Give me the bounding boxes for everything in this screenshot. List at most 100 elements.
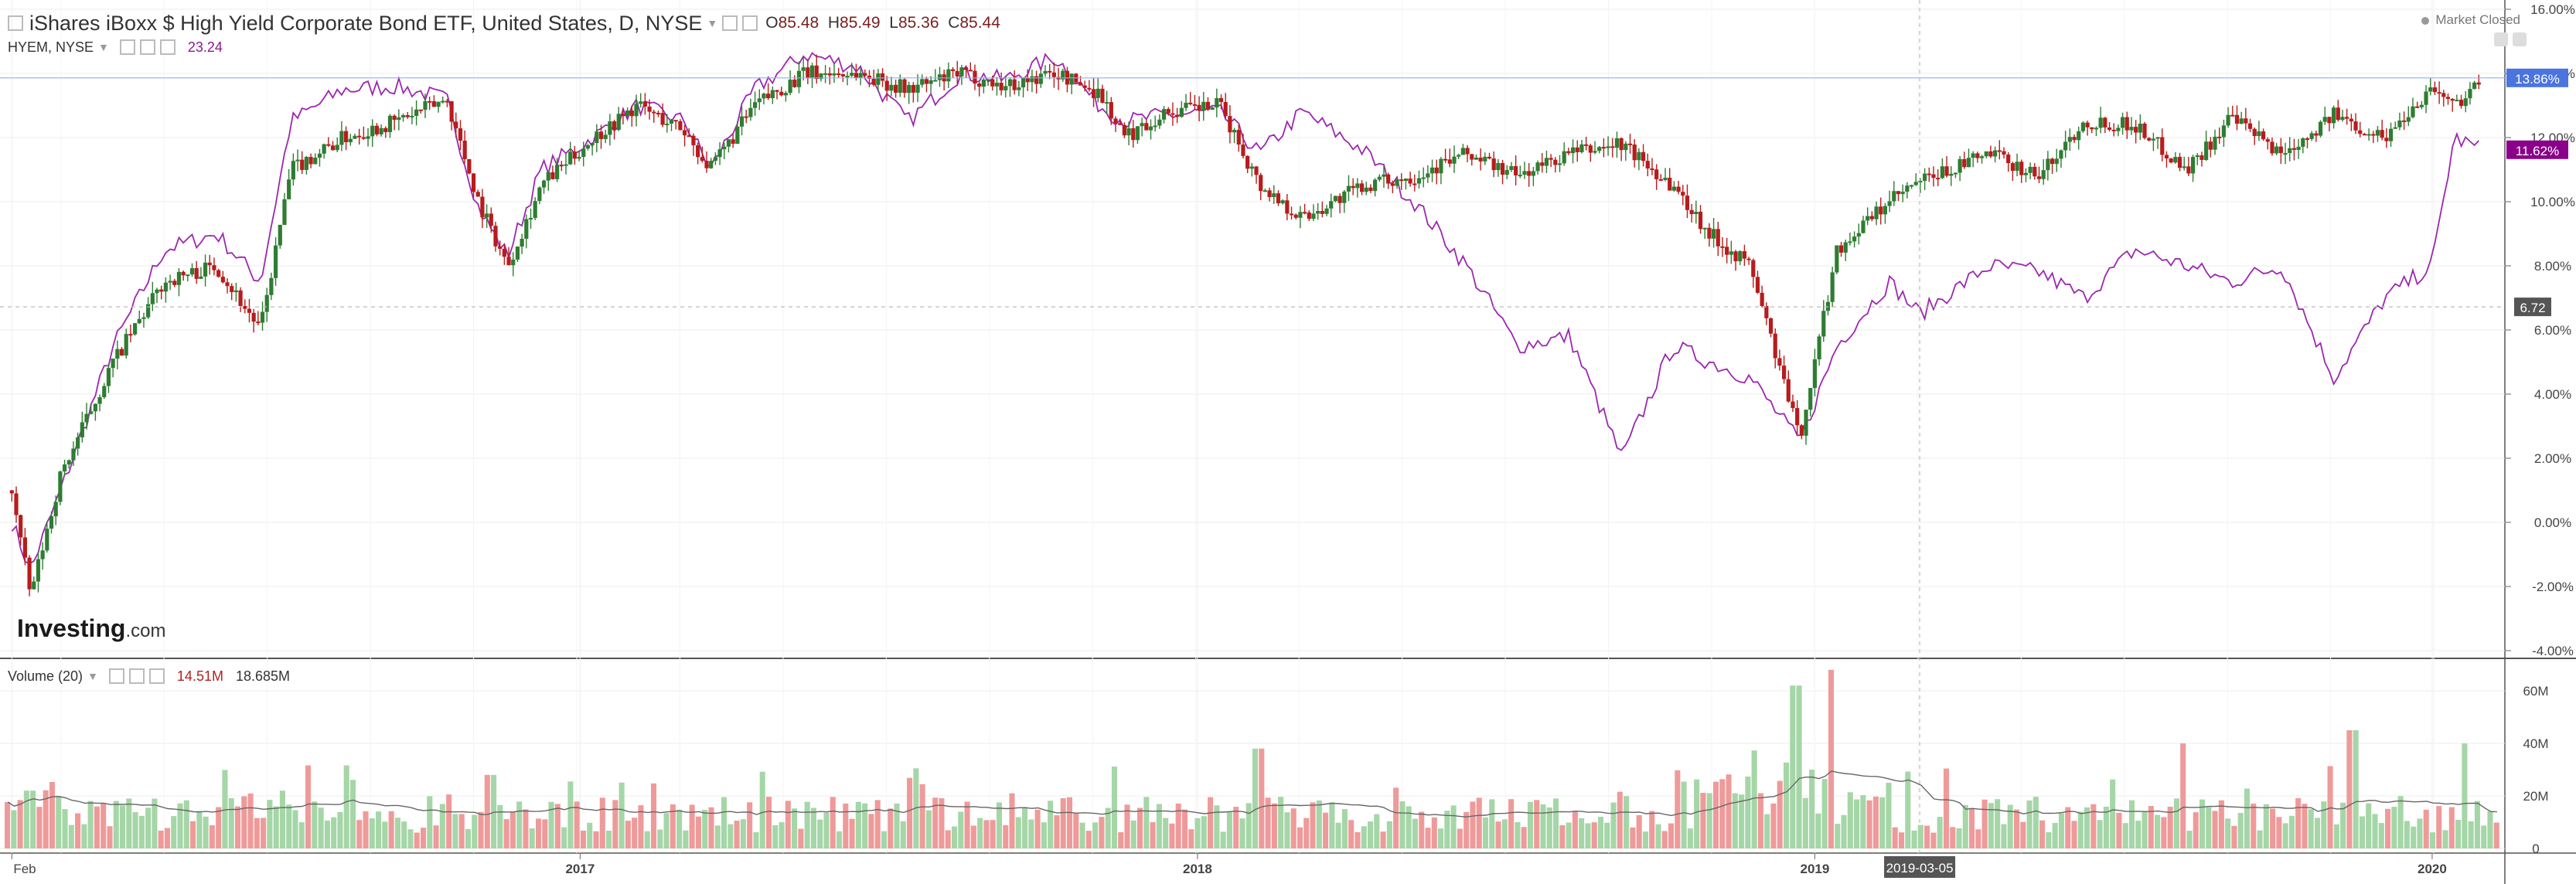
chevron-down-icon[interactable]: ▼ (707, 17, 718, 29)
candle-up (203, 262, 208, 277)
price-tick-label: 2.00% (2534, 451, 2571, 466)
candle-up (2182, 166, 2186, 168)
candle-up (546, 172, 550, 181)
candle-down (2244, 118, 2248, 124)
candle-up (616, 114, 621, 131)
settings-icon[interactable] (128, 668, 145, 684)
candle-down (2111, 129, 2116, 131)
volume-bar-down (765, 797, 772, 848)
symbol-header: iShares iBoxx $ High Yield Corporate Bon… (8, 8, 1000, 39)
candle-up (2296, 146, 2301, 151)
chevron-down-icon[interactable]: ▼ (87, 670, 98, 682)
volume-bar-up (772, 824, 779, 848)
candle-up (1298, 212, 1303, 218)
candle-up (89, 411, 94, 414)
volume-bar-down (798, 828, 804, 848)
eye-icon[interactable] (119, 39, 135, 55)
candle-down (880, 73, 885, 81)
candle-up (45, 529, 49, 551)
close-icon[interactable] (159, 39, 175, 55)
candle-down (1549, 158, 1553, 160)
eye-icon[interactable] (722, 15, 738, 31)
candle-down (1540, 162, 1545, 166)
candle-up (80, 422, 84, 437)
candle-down (572, 151, 577, 159)
settings-icon[interactable] (742, 15, 758, 31)
volume-bar-down (1085, 831, 1092, 848)
volume-bar-up (817, 819, 823, 848)
eye-icon[interactable] (108, 668, 124, 684)
candle-up (1043, 70, 1048, 74)
candle-up (62, 464, 67, 472)
volume-bar-up (427, 796, 433, 848)
scroll-right-icon[interactable] (2513, 32, 2527, 46)
candle-up (1900, 192, 1905, 195)
volume-bar-up (1527, 801, 1533, 848)
candle-up (770, 90, 775, 99)
volume-bar-down (1930, 832, 1937, 848)
volume-bar-down (919, 784, 925, 848)
candle-down (2349, 118, 2353, 122)
volume-bar-up (81, 824, 87, 848)
volume-bar-up (2333, 824, 2339, 848)
settings-icon[interactable] (139, 39, 155, 55)
volume-bar-up (1482, 817, 1489, 848)
market-status: Market Closed (2421, 12, 2520, 28)
volume-bar-up (1835, 824, 1841, 848)
candle-down (1584, 144, 1589, 146)
candle-up (994, 83, 1000, 87)
candle-down (2208, 141, 2213, 150)
candle-down (243, 305, 247, 309)
volume-bar-down (1757, 793, 1763, 848)
volume-bar-up (644, 831, 650, 848)
time-tick-label: 2020 (2418, 862, 2447, 876)
volume-bar-up (2026, 800, 2033, 848)
candle-up (533, 201, 537, 219)
volume-bar-up (1790, 685, 1796, 848)
price-tick-label: 6.00% (2534, 323, 2571, 338)
volume-bar-up (279, 790, 285, 848)
close-icon[interactable] (148, 668, 165, 684)
volume-bar-down (261, 818, 267, 848)
investing-logo: Investing.com (17, 614, 166, 642)
candle-up (2340, 117, 2345, 121)
volume-bar-up (804, 801, 810, 848)
candle-down (1175, 114, 1180, 117)
volume-bar-down (1969, 808, 1975, 848)
candle-down (357, 135, 362, 138)
volume-bar-down (1559, 824, 1566, 848)
candle-down (1627, 143, 1633, 145)
candle-up (410, 115, 414, 117)
chevron-down-icon[interactable]: ▼ (98, 41, 109, 53)
collapse-icon[interactable] (8, 15, 23, 31)
candle-up (111, 359, 115, 369)
candle-up (986, 79, 990, 81)
volume-bar-up (324, 820, 330, 848)
volume-bar-down (158, 830, 164, 848)
candle-down (2314, 133, 2319, 136)
candle-up (1184, 102, 1188, 108)
candle-up (889, 84, 894, 91)
candle-up (2301, 138, 2305, 147)
volume-bar-up (823, 812, 830, 848)
candle-up (1570, 147, 1576, 154)
volume-bar-down (907, 777, 913, 848)
volume-bar-up (561, 827, 567, 848)
scroll-left-icon[interactable] (2494, 32, 2508, 46)
volume-bar-up (286, 804, 292, 848)
candle-up (400, 115, 406, 117)
candle-up (1861, 220, 1866, 233)
crosshair-date-badge (1884, 856, 1956, 878)
volume-bar-up (1783, 762, 1790, 848)
volume-bar-up (203, 816, 209, 848)
candle-up (1324, 208, 1329, 214)
volume-bar-up (1579, 818, 1585, 848)
candle-up (1416, 178, 1422, 184)
candle-up (291, 161, 295, 180)
candle-up (2046, 158, 2050, 171)
volume-bar-down (209, 825, 215, 848)
last-price-label: 13.86% (2515, 72, 2560, 87)
volume-bar-down (2065, 807, 2071, 848)
candle-up (920, 79, 925, 85)
